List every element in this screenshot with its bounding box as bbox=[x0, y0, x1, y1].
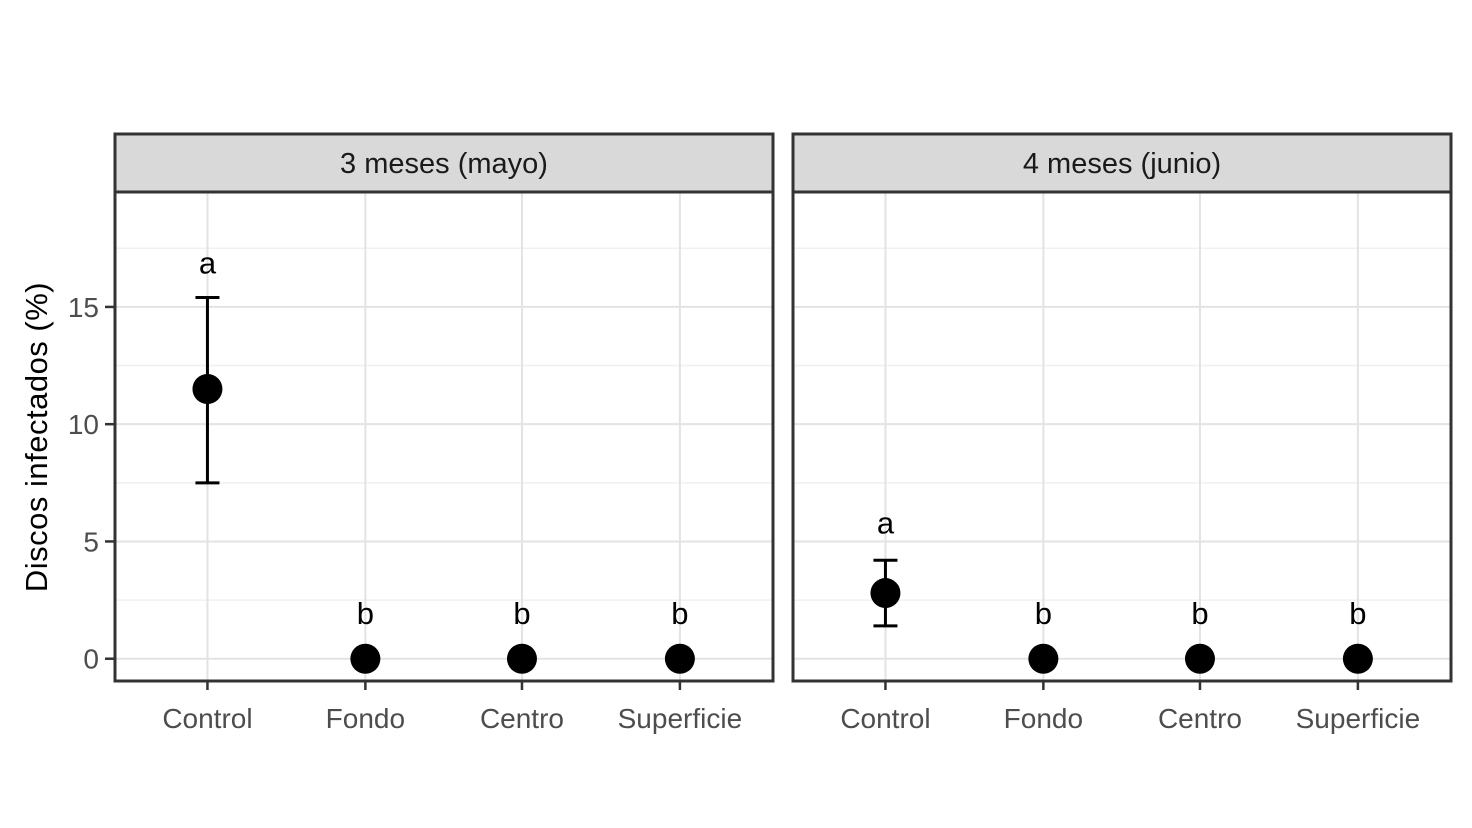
data-point bbox=[870, 578, 901, 609]
x-axis-label: Fondo bbox=[1004, 703, 1083, 734]
data-point bbox=[1342, 643, 1373, 674]
y-axis-tick-label: 15 bbox=[68, 292, 99, 323]
significance-letter: b bbox=[357, 596, 374, 631]
panel-border bbox=[113, 190, 775, 683]
x-axis-label: Centro bbox=[480, 703, 564, 734]
data-point bbox=[1184, 643, 1215, 674]
facet-strip-label: 4 meses (junio) bbox=[1023, 148, 1221, 180]
significance-letter: b bbox=[1191, 596, 1208, 631]
x-axis-label: Control bbox=[162, 703, 252, 734]
data-point bbox=[350, 643, 381, 674]
x-axis-label: Control bbox=[840, 703, 930, 734]
significance-letter: a bbox=[877, 506, 895, 541]
x-axis-label: Superficie bbox=[618, 703, 743, 734]
x-axis-label: Centro bbox=[1158, 703, 1242, 734]
significance-letter: a bbox=[199, 245, 217, 280]
significance-letter: b bbox=[1349, 596, 1366, 631]
facet-strip bbox=[113, 132, 775, 194]
panel-border bbox=[791, 190, 1453, 683]
facet-strip bbox=[791, 132, 1453, 194]
y-axis-tick-label: 10 bbox=[68, 409, 99, 440]
facet-strip-label: 3 meses (mayo) bbox=[340, 148, 548, 180]
data-point bbox=[192, 374, 223, 405]
y-axis-tick-label: 0 bbox=[83, 644, 99, 675]
significance-letter: b bbox=[671, 596, 688, 631]
y-axis-tick-label: 5 bbox=[83, 526, 99, 557]
x-axis-label: Superficie bbox=[1296, 703, 1421, 734]
data-point bbox=[664, 643, 695, 674]
significance-letter: b bbox=[1035, 596, 1052, 631]
data-point bbox=[506, 643, 537, 674]
y-axis-title: Discos infectados (%) bbox=[19, 281, 54, 593]
x-axis-label: Fondo bbox=[326, 703, 405, 734]
data-point bbox=[1028, 643, 1059, 674]
significance-letter: b bbox=[513, 596, 530, 631]
